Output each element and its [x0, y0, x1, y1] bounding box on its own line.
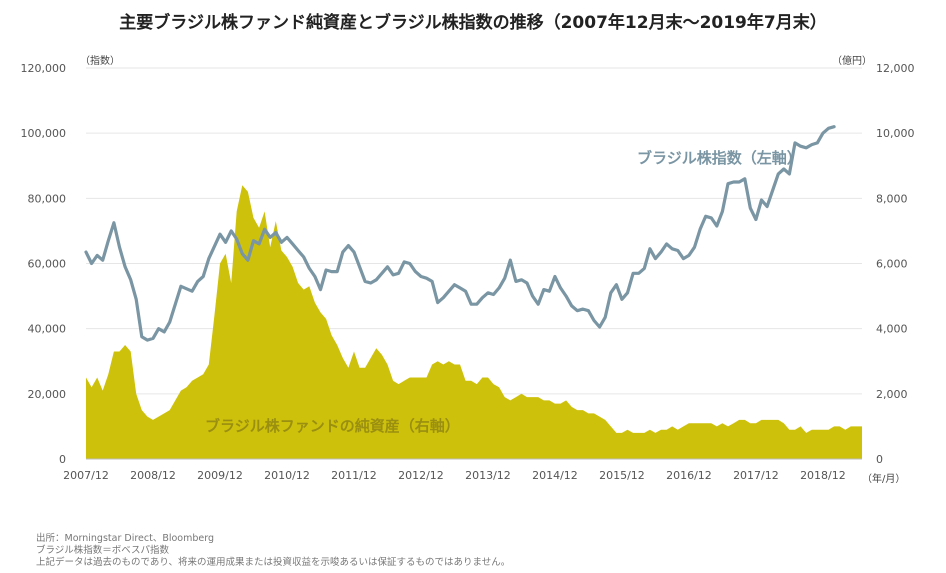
gridlines [86, 67, 862, 395]
left-axis-unit: （指数） [80, 54, 120, 67]
x-tick-label: 2017/12 [733, 469, 779, 482]
x-tick-label: 2012/12 [398, 469, 444, 482]
x-tick-label: 2014/12 [532, 469, 578, 482]
right-tick-label: 6,000 [876, 258, 908, 271]
x-tick-label: 2013/12 [465, 469, 511, 482]
right-axis-unit: （億円） [832, 54, 872, 67]
right-tick-label: 0 [876, 453, 883, 466]
left-tick-label: 20,000 [28, 388, 67, 401]
right-tick-label: 12,000 [876, 62, 915, 75]
x-tick-label: 2010/12 [264, 469, 310, 482]
index-line [84, 125, 836, 342]
x-tick-label: 2007/12 [63, 469, 109, 482]
fund-series-label: ブラジル株ファンドの純資産（右軸） [205, 417, 460, 435]
left-tick-label: 80,000 [28, 192, 67, 205]
x-tick-label: 2008/12 [130, 469, 176, 482]
x-tick-label: 2016/12 [666, 469, 712, 482]
index-definition-note: ブラジル株指数＝ボベスパ指数 [36, 545, 170, 556]
left-tick-label: 120,000 [21, 62, 67, 75]
x-tick-label: 2011/12 [331, 469, 377, 482]
right-tick-label: 10,000 [876, 127, 915, 140]
chart-title: 主要ブラジル株ファンド純資産とブラジル株指数の推移（2007年12月末～2019… [119, 13, 827, 33]
x-tick-label: 2018/12 [800, 469, 846, 482]
left-tick-label: 60,000 [28, 258, 67, 271]
disclaimer-note: 上記データは過去のものであり、将来の運用成果または投資収益を示唆あるいは保証する… [36, 557, 511, 568]
left-tick-label: 40,000 [28, 323, 67, 336]
right-tick-label: 8,000 [876, 192, 908, 205]
x-tick-label: 2015/12 [599, 469, 645, 482]
axes: 0 20,000 40,000 60,000 80,000 100,000 120,000 0… [21, 62, 915, 482]
x-tick-label: 2009/12 [197, 469, 243, 482]
left-tick-label: 100,000 [21, 127, 67, 140]
source-note: 出所：Morningstar Direct、Bloomberg [36, 533, 215, 544]
right-tick-label: 4,000 [876, 323, 908, 336]
index-line-layer [84, 125, 836, 342]
x-axis-unit: （年/月） [862, 472, 905, 485]
left-tick-label: 0 [59, 453, 66, 466]
index-series-label: ブラジル株指数（左軸） [637, 149, 802, 167]
fund-area [86, 185, 862, 460]
fund-area-layer [86, 185, 862, 460]
right-tick-label: 2,000 [876, 388, 908, 401]
